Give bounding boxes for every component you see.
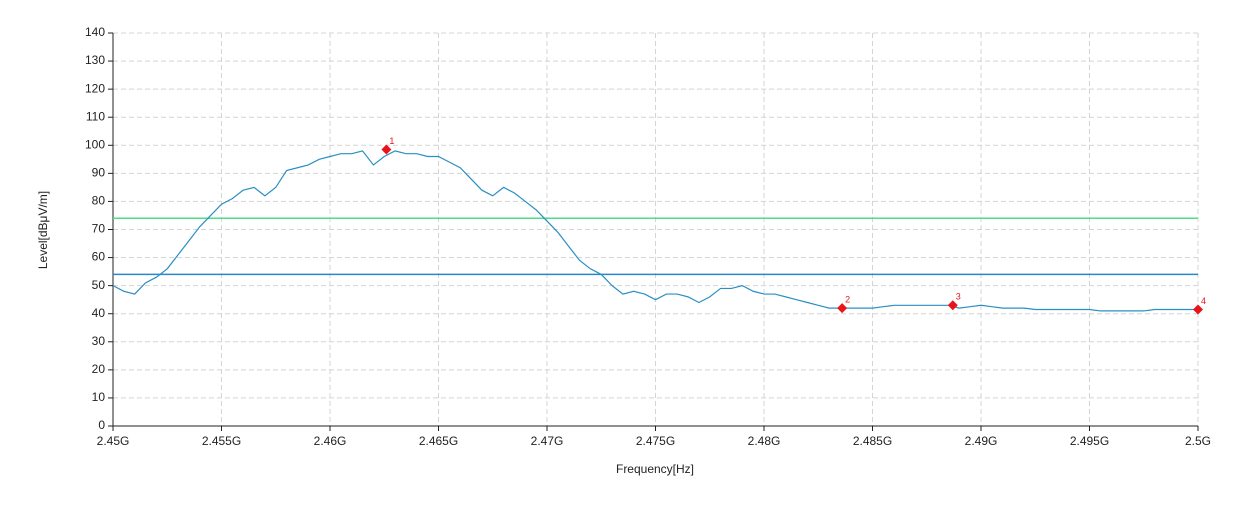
- x-tick-label: 2.5G: [1185, 434, 1211, 448]
- y-tick-label: 130: [85, 53, 105, 67]
- y-tick-label: 140: [85, 25, 105, 39]
- x-tick-label: 2.465G: [419, 434, 458, 448]
- x-tick-label: 2.455G: [202, 434, 241, 448]
- marker: [381, 144, 392, 155]
- marker: [1193, 304, 1203, 315]
- y-tick-label: 70: [92, 222, 106, 236]
- x-tick-label: 2.495G: [1070, 434, 1109, 448]
- y-tick-label: 50: [92, 278, 106, 292]
- y-tick-label: 10: [92, 390, 106, 404]
- x-tick-label: 2.46G: [314, 434, 347, 448]
- y-tick-label: 110: [86, 109, 105, 123]
- x-tick-label: 2.485G: [853, 434, 892, 448]
- marker-label: 4: [1201, 296, 1206, 306]
- x-tick-label: 2.475G: [636, 434, 675, 448]
- y-tick-label: 20: [92, 362, 106, 376]
- x-tick-label: 2.47G: [531, 434, 564, 448]
- y-axis-label: Level[dBμV/m]: [36, 191, 50, 269]
- marker-label: 2: [845, 294, 850, 304]
- y-tick-label: 120: [85, 81, 105, 95]
- x-tick-label: 2.48G: [748, 434, 781, 448]
- x-tick-label: 2.49G: [965, 434, 998, 448]
- y-tick-label: 0: [98, 418, 105, 432]
- y-tick-label: 40: [92, 306, 106, 320]
- y-tick-label: 90: [92, 166, 106, 180]
- x-tick-label: 2.45G: [97, 434, 130, 448]
- marker: [947, 300, 958, 311]
- marker-label: 1: [389, 136, 394, 146]
- y-tick-label: 80: [92, 194, 106, 208]
- y-tick-label: 60: [92, 250, 106, 264]
- y-tick-label: 30: [92, 334, 106, 348]
- trace-line: [112, 150, 1198, 312]
- x-axis-label: Frequency[Hz]: [616, 462, 694, 476]
- y-tick-label: 100: [85, 137, 105, 151]
- marker-label: 3: [956, 292, 961, 302]
- marker: [837, 303, 848, 314]
